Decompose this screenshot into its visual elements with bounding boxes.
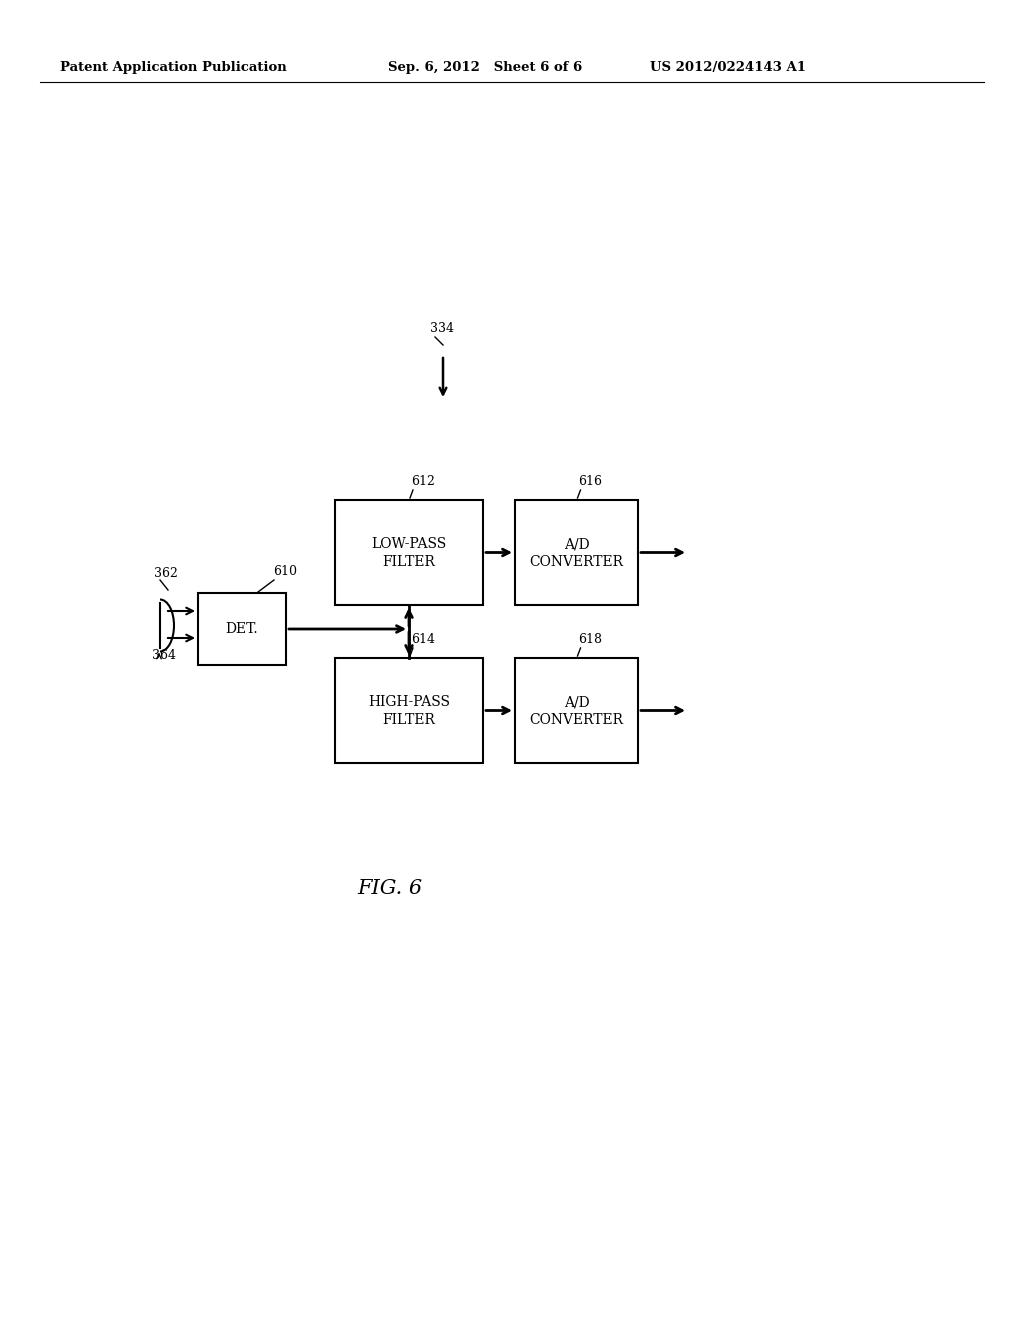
Bar [335,500,483,605]
Text: FILTER: FILTER [383,556,435,569]
Text: 610: 610 [273,565,297,578]
Text: HIGH-PASS: HIGH-PASS [368,696,450,710]
Text: LOW-PASS: LOW-PASS [372,537,446,552]
Text: US 2012/0224143 A1: US 2012/0224143 A1 [650,62,806,74]
Bar [335,657,483,763]
Bar [198,593,286,665]
Text: A/D: A/D [563,696,590,710]
Text: 612: 612 [411,475,435,488]
Text: Patent Application Publication: Patent Application Publication [60,62,287,74]
Text: 364: 364 [152,649,176,663]
Text: FIG. 6: FIG. 6 [357,879,423,898]
Text: 334: 334 [430,322,454,335]
Bar [515,657,638,763]
Bar [515,500,638,605]
Text: DET.: DET. [225,622,258,636]
Text: 362: 362 [154,568,178,579]
Text: CONVERTER: CONVERTER [529,714,624,727]
Text: 618: 618 [579,634,602,645]
Text: 616: 616 [579,475,602,488]
Text: 614: 614 [411,634,435,645]
Text: CONVERTER: CONVERTER [529,556,624,569]
Text: A/D: A/D [563,537,590,552]
Text: FILTER: FILTER [383,714,435,727]
Text: Sep. 6, 2012   Sheet 6 of 6: Sep. 6, 2012 Sheet 6 of 6 [388,62,583,74]
